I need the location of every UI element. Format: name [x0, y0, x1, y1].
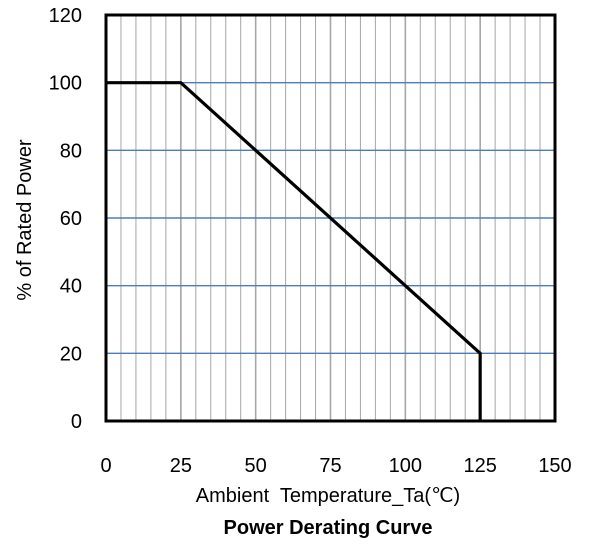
y-tick-label: 60	[60, 208, 82, 230]
x-axis-label: Ambient Temperature_Ta(℃)	[196, 485, 460, 507]
data-series	[106, 81, 482, 421]
chart-title: Power Derating Curve	[224, 517, 433, 539]
x-tick-labels: 0 25 50 75 100 125 150	[100, 455, 571, 477]
y-axis-label: % of Rated Power	[14, 139, 36, 301]
y-tick-label: 100	[49, 73, 82, 95]
y-tick-label: 0	[71, 411, 82, 433]
x-tick-label: 0	[100, 455, 111, 477]
x-tick-label: 125	[463, 455, 496, 477]
x-tick-label: 50	[245, 455, 267, 477]
y-tick-label: 80	[60, 140, 82, 162]
y-tick-label: 120	[49, 5, 82, 27]
x-tick-label: 25	[170, 455, 192, 477]
y-tick-label: 40	[60, 276, 82, 298]
x-tick-label: 75	[319, 455, 341, 477]
y-tick-label: 20	[60, 343, 82, 365]
derating-curve-line	[106, 81, 482, 421]
x-tick-label: 150	[538, 455, 571, 477]
plot-frame	[104, 13, 557, 423]
x-tick-label: 100	[389, 455, 422, 477]
y-tick-labels: 0 20 40 60 80 100 120	[49, 5, 82, 433]
